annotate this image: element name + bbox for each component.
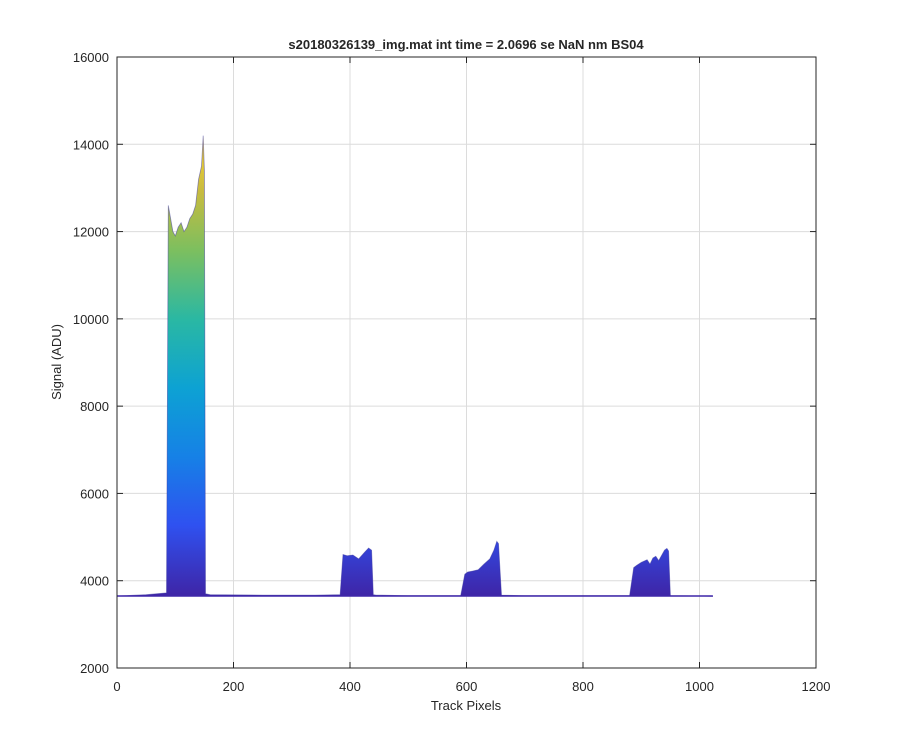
y-tick-label: 16000 <box>73 50 109 65</box>
y-axis-label: Signal (ADU) <box>49 324 64 400</box>
y-tick-label: 6000 <box>80 486 109 501</box>
x-tick-label: 400 <box>339 679 361 694</box>
x-tick-label: 200 <box>223 679 245 694</box>
signal-area <box>117 135 713 597</box>
y-tick-label: 4000 <box>80 574 109 589</box>
grid <box>117 57 816 668</box>
y-tick-label: 12000 <box>73 225 109 240</box>
y-tick-label: 2000 <box>80 661 109 676</box>
x-tick-label: 600 <box>456 679 478 694</box>
x-tick-label: 800 <box>572 679 594 694</box>
y-tick-label: 14000 <box>73 137 109 152</box>
x-axis-label: Track Pixels <box>431 698 502 713</box>
ticks: 0 200 400 600 800 1000 1200 2000 4000 6000 8000 100… <box>73 50 831 694</box>
x-tick-label: 1200 <box>802 679 831 694</box>
x-tick-label: 0 <box>113 679 120 694</box>
signal-envelope-line <box>117 135 713 597</box>
y-tick-label: 8000 <box>80 399 109 414</box>
y-tick-label: 10000 <box>73 312 109 327</box>
chart-title: s20180326139_img.mat int time = 2.0696 s… <box>288 37 644 52</box>
x-tick-label: 1000 <box>685 679 714 694</box>
plot-area <box>117 135 713 597</box>
